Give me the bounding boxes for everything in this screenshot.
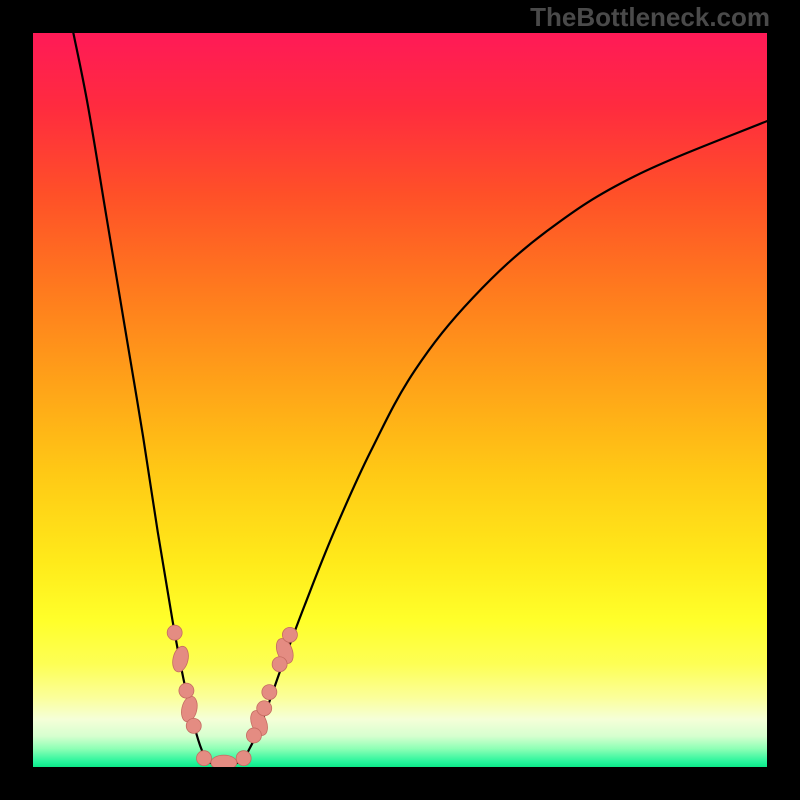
chart-frame bbox=[30, 30, 770, 770]
marker-pill bbox=[170, 645, 190, 674]
watermark-text: TheBottleneck.com bbox=[530, 2, 770, 33]
plot-svg bbox=[33, 33, 767, 767]
plot-area bbox=[33, 33, 767, 767]
marker-circle bbox=[186, 718, 201, 733]
marker-circle bbox=[257, 701, 272, 716]
marker-circle bbox=[262, 685, 277, 700]
marker-circle bbox=[179, 683, 194, 698]
marker-circle bbox=[246, 728, 261, 743]
marker-circle bbox=[236, 751, 251, 766]
marker-circle bbox=[167, 625, 182, 640]
chart-container: TheBottleneck.com bbox=[0, 0, 800, 800]
markers-group bbox=[167, 625, 297, 767]
marker-circle bbox=[272, 657, 287, 672]
marker-pill bbox=[211, 755, 237, 767]
marker-circle bbox=[282, 627, 297, 642]
marker-circle bbox=[197, 751, 212, 766]
